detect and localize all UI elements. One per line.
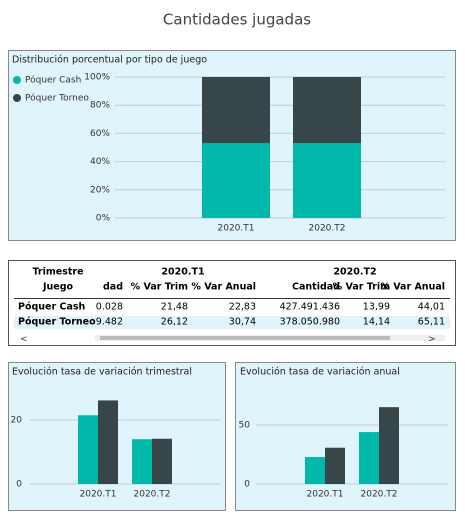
- page-title: Cantidades jugadas: [163, 11, 311, 29]
- chart-title: Evolución tasa de variación anual: [240, 367, 400, 378]
- header-rule: [14, 298, 450, 299]
- y-tick-label: 20%: [90, 185, 110, 195]
- x-tick-label: 2020.T1: [307, 490, 344, 500]
- table-cell: 427.491.436: [280, 302, 340, 313]
- x-tick-label: 2020.T2: [361, 490, 398, 500]
- table-header: % Var Trim: [333, 282, 390, 293]
- x-tick-label: 2020.T1: [218, 224, 255, 234]
- y-tick-label: 0%: [96, 214, 111, 224]
- table-cell: 21,48: [161, 302, 188, 313]
- x-tick-label: 2020.T2: [309, 224, 346, 234]
- y-tick-label: 0: [244, 480, 250, 490]
- table-cell: 44,01: [418, 302, 445, 313]
- table-header: Trimestre: [32, 267, 83, 278]
- legend-label: Póquer Torneo: [25, 93, 89, 104]
- row-band: [14, 316, 450, 329]
- table-header: % Var Anual: [380, 282, 445, 293]
- bar: [325, 447, 345, 484]
- legend-swatch: [13, 76, 21, 84]
- bar: [78, 415, 98, 484]
- bar: [152, 438, 172, 484]
- table-cell: 22,83: [229, 302, 256, 313]
- bar: [98, 400, 118, 484]
- table-cell: 13,99: [363, 302, 390, 313]
- bar-segment: [202, 77, 270, 144]
- row-label: Póquer Cash: [18, 302, 86, 313]
- table-header: dad: [103, 282, 123, 293]
- scroll-left[interactable]: <: [20, 335, 28, 345]
- bar-segment: [293, 143, 361, 218]
- table-cell: 0.028: [96, 302, 123, 313]
- bar-segment: [202, 143, 270, 218]
- table-header: 2020.T2: [333, 267, 376, 278]
- bar: [305, 457, 325, 484]
- chart-title: Evolución tasa de variación trimestral: [12, 367, 192, 378]
- bar-segment: [293, 77, 361, 144]
- y-tick-label: 50: [239, 421, 251, 431]
- panel: [235, 362, 456, 511]
- x-tick-label: 2020.T2: [134, 490, 171, 500]
- y-tick-label: 40%: [90, 157, 110, 167]
- scroll-right[interactable]: >: [428, 335, 436, 345]
- table-header: Juego: [42, 282, 74, 293]
- bar: [132, 439, 152, 484]
- table-header: % Var Trim: [131, 282, 188, 293]
- table-header: Cantidad: [292, 282, 340, 293]
- y-tick-label: 100%: [84, 73, 110, 83]
- table-cell: 65,11: [418, 317, 445, 328]
- table-cell: 30,74: [229, 317, 256, 328]
- table-cell: 14,14: [363, 317, 390, 328]
- table-cell: 9.482: [96, 317, 123, 328]
- bar: [359, 432, 379, 484]
- x-tick-label: 2020.T1: [80, 490, 117, 500]
- scroll-thumb[interactable]: [100, 336, 390, 340]
- y-tick-label: 80%: [90, 101, 110, 111]
- chart-title: Distribución porcentual por tipo de jueg…: [12, 55, 207, 66]
- table-header: 2020.T1: [161, 267, 204, 278]
- table-panel: [8, 260, 456, 346]
- bar: [379, 407, 399, 484]
- table-cell: 26,12: [161, 317, 188, 328]
- table-header: % Var Anual: [191, 282, 256, 293]
- y-tick-label: 60%: [90, 129, 110, 139]
- legend-label: Póquer Cash: [25, 75, 81, 86]
- row-label: Póquer Torneo: [18, 317, 96, 328]
- table-cell: 378.050.980: [280, 317, 340, 328]
- y-tick-label: 0: [16, 480, 22, 490]
- legend-swatch: [13, 94, 21, 102]
- y-tick-label: 20: [11, 416, 23, 426]
